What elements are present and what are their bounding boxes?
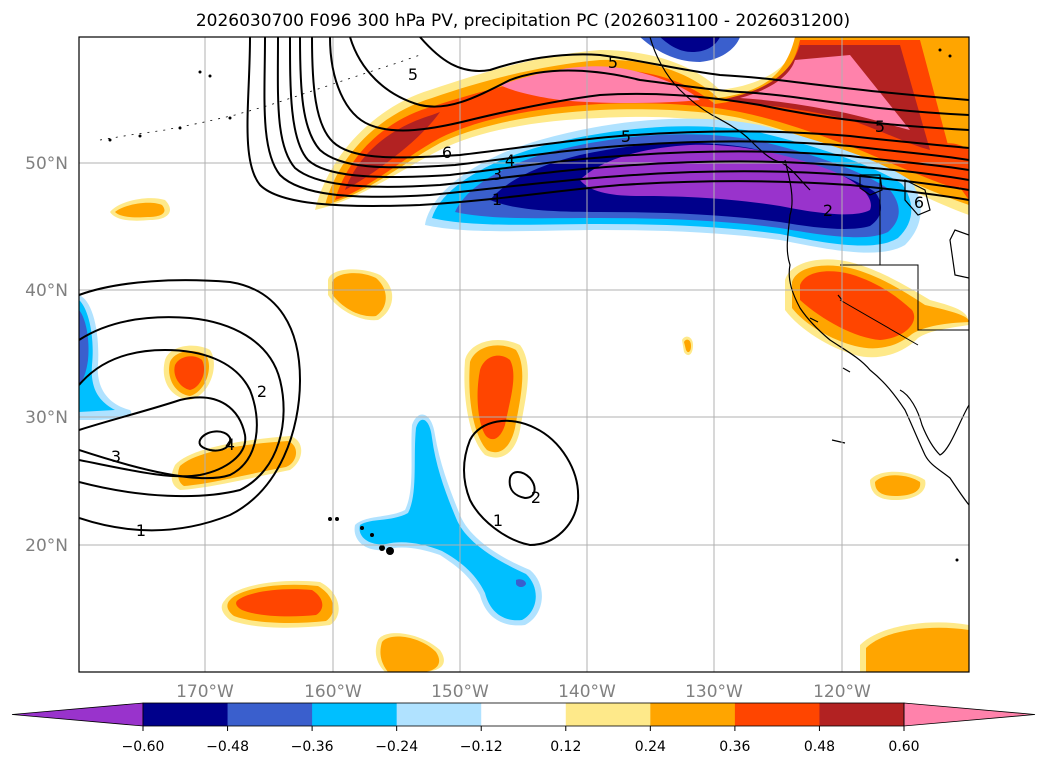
colorbar-segment [227, 703, 313, 726]
figure-title: 2026030700 F096 300 hPa PV, precipitatio… [196, 11, 850, 31]
colorbar-border [142, 702, 905, 727]
contour-label: 1 [136, 521, 146, 540]
colorbar-segment [734, 703, 820, 726]
map-border [78, 36, 970, 673]
colorbar-extend-high [903, 702, 1036, 727]
lat-label: 40°N [25, 281, 68, 301]
negative-anomaly-west [79, 295, 132, 420]
colorbar-tick-label: 0.60 [888, 739, 919, 755]
contour-label: 4 [505, 151, 515, 170]
lon-label: 170°W [176, 682, 234, 702]
contour-label: 1 [493, 511, 503, 530]
contour-label: 4 [225, 435, 235, 454]
colorbar-tick-label: 0.48 [804, 739, 835, 755]
state-borders [839, 175, 969, 346]
contour-label: 5 [608, 53, 618, 72]
colorbar-segment [481, 703, 567, 726]
colorbar-segment [650, 703, 736, 726]
colorbar-ticks: −0.60 −0.48 −0.36 −0.24 −0.12 0.12 0.24 0.36 0.4… [122, 726, 920, 755]
contour-label: 2 [257, 382, 267, 401]
colorbar-tick-label: 0.12 [550, 739, 581, 755]
lon-label: 140°W [558, 682, 616, 702]
lat-label: 20°N [25, 536, 68, 556]
colorbar-tick-label: −0.24 [375, 739, 418, 755]
colorbar-segment [312, 703, 398, 726]
contour-label: 2 [823, 201, 833, 220]
lon-label: 160°W [304, 682, 362, 702]
colorbar-segment [565, 703, 651, 726]
colorbar-tick-label: 0.36 [719, 739, 750, 755]
contour-label: 6 [442, 143, 452, 162]
positive-anomaly-california [785, 259, 969, 358]
map-area: 1 2 3 4 5 6 1 2 3 4 5 6 5 5 1 2 [79, 37, 969, 672]
colorbar-tick-label: −0.36 [291, 739, 334, 755]
colorbar-tick-label: −0.12 [460, 739, 503, 755]
colorbar-tick-label: −0.48 [206, 739, 249, 755]
contour-label: 5 [621, 127, 631, 146]
contour-label: 3 [111, 447, 121, 466]
contour-labels: 1 2 3 4 5 6 1 2 3 4 5 6 5 5 1 2 [111, 53, 924, 540]
lat-label: 50°N [25, 154, 68, 174]
colorbar-segment [819, 703, 905, 726]
lon-label: 150°W [431, 682, 489, 702]
positive-anomaly-small [110, 198, 969, 672]
colorbar-tick-label: −0.60 [122, 739, 165, 755]
contour-label: 6 [914, 193, 924, 212]
contour-label: 3 [492, 165, 502, 184]
contour-label: 2 [531, 488, 541, 507]
pv-contours-jet [246, 37, 969, 207]
longitude-labels: 170°W 160°W 150°W 140°W 130°W 120°W [176, 682, 871, 702]
colorbar [11, 702, 1036, 727]
lon-label: 130°W [685, 682, 743, 702]
pv-contours-lows [79, 279, 580, 547]
contour-label: 1 [492, 190, 502, 209]
contour-label: 5 [875, 117, 885, 136]
colorbar-extend-low [11, 702, 144, 727]
lat-label: 30°N [25, 408, 68, 428]
latitude-labels: 50°N 40°N 30°N 20°N [25, 154, 68, 556]
negative-anomaly-hawaii [354, 414, 542, 626]
lon-label: 120°W [813, 682, 871, 702]
colorbar-segment [396, 703, 482, 726]
colorbar-segment [143, 703, 229, 726]
contour-label: 5 [408, 65, 418, 84]
colorbar-tick-label: 0.24 [635, 739, 666, 755]
